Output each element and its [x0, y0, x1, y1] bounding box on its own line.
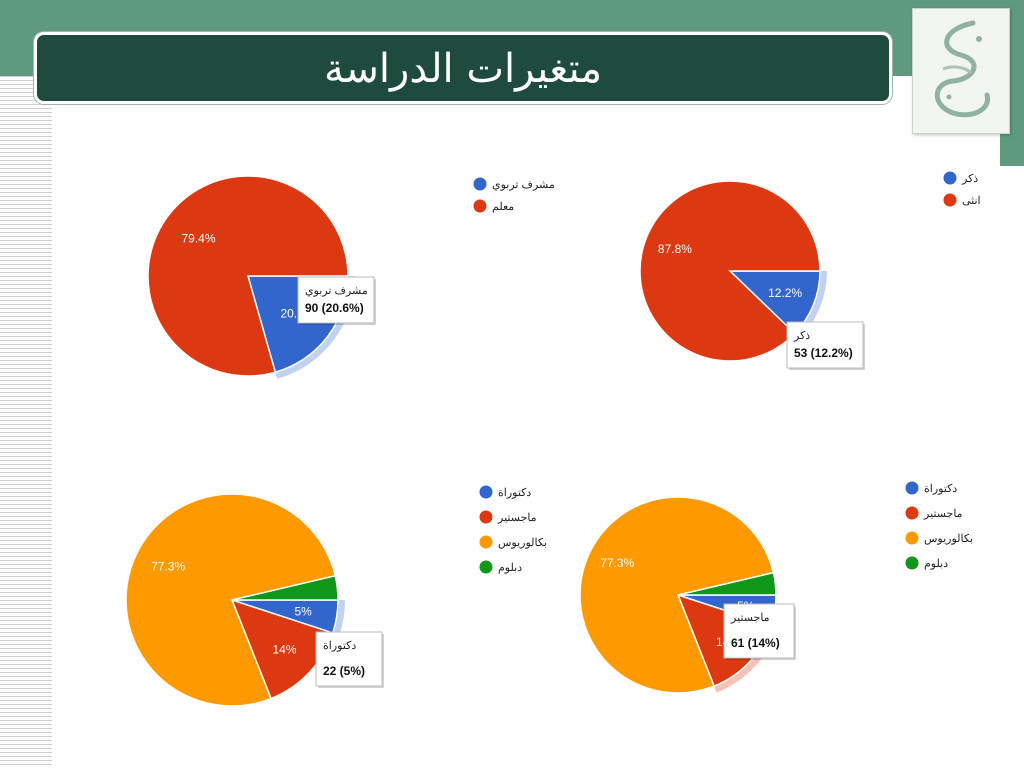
- legend-swatch: [905, 481, 919, 495]
- legend-swatch: [479, 485, 493, 499]
- tooltip-box: [786, 321, 864, 369]
- legend-label: مشرف تربوي: [492, 179, 555, 191]
- tooltip-box: [297, 276, 375, 324]
- slice-percent-label: 12.2%: [768, 286, 802, 300]
- legend-label: دكتوراة: [924, 483, 957, 495]
- legend-swatch: [943, 193, 957, 207]
- pie-slice[interactable]: [639, 180, 821, 362]
- legend-swatch: [473, 199, 487, 213]
- pie-slice[interactable]: [579, 496, 775, 694]
- pie-slice[interactable]: [231, 574, 339, 601]
- slice-percent-label: 87.8%: [658, 242, 692, 256]
- title-bar: متغيرات الدراسة: [34, 32, 892, 104]
- tooltip-title: مشرف تربوي: [305, 285, 368, 297]
- pie-slice[interactable]: [677, 571, 777, 596]
- legend-label: ذكر: [961, 173, 978, 185]
- legend-swatch: [479, 510, 493, 524]
- legend-swatch: [479, 560, 493, 574]
- legend-swatch: [905, 506, 919, 520]
- tooltip-title: ذكر: [793, 330, 810, 342]
- page-title: متغيرات الدراسة: [323, 46, 603, 92]
- slice-percent-label: 14%: [272, 642, 296, 656]
- tooltip-value: 61 (14%): [731, 636, 780, 650]
- legend-swatch: [473, 177, 487, 191]
- legend-label: دكتوراة: [498, 487, 531, 499]
- pie-slice[interactable]: [125, 493, 337, 707]
- slice-percent-label: 5%: [295, 604, 313, 618]
- tooltip-value: 90 (20.6%): [305, 301, 364, 315]
- slice-percent-label: 77.3%: [151, 560, 185, 574]
- legend-label: بكالوريوس: [498, 537, 547, 549]
- tooltip-box: [315, 631, 383, 687]
- tooltip-title: ماجستير: [730, 612, 770, 624]
- slice-percent-label: 77.3%: [600, 556, 634, 570]
- pie-chart-qualification-b: 5%14%77.3%دكتوراةماجستيربكالوريوسدبلومما…: [579, 481, 973, 694]
- legend-label: انثى: [962, 195, 981, 207]
- tooltip-value: 22 (5%): [323, 664, 365, 678]
- legend-label: دبلوم: [498, 562, 522, 574]
- legend-label: ماجستير: [497, 512, 537, 524]
- pie-slice[interactable]: [147, 175, 349, 377]
- logo: [912, 8, 1010, 134]
- legend-label: ماجستير: [923, 508, 963, 520]
- tooltip-box: [723, 603, 795, 659]
- legend-swatch: [905, 531, 919, 545]
- legend-swatch: [905, 556, 919, 570]
- legend-swatch: [479, 535, 493, 549]
- tooltip-title: دكتوراة: [323, 640, 356, 652]
- slice-percent-label: 79.4%: [182, 232, 216, 246]
- legend-label: دبلوم: [924, 558, 948, 570]
- pie-chart-qualification-a: 5% 14% 77.3% دكتوراة ماجستير بكالوريوس دبلوم دك…: [125, 485, 547, 707]
- tooltip-value: 53 (12.2%): [794, 346, 853, 360]
- pie-chart-gender: 12.2% 87.8% ذكر انثى ذكر 53 (12.2%): [639, 171, 981, 370]
- legend-label: معلم: [492, 201, 514, 213]
- decorative-stripes: [0, 76, 52, 768]
- legend-label: بكالوريوس: [924, 533, 973, 545]
- legend-swatch: [943, 171, 957, 185]
- calligraphy-logo-icon: [934, 20, 990, 118]
